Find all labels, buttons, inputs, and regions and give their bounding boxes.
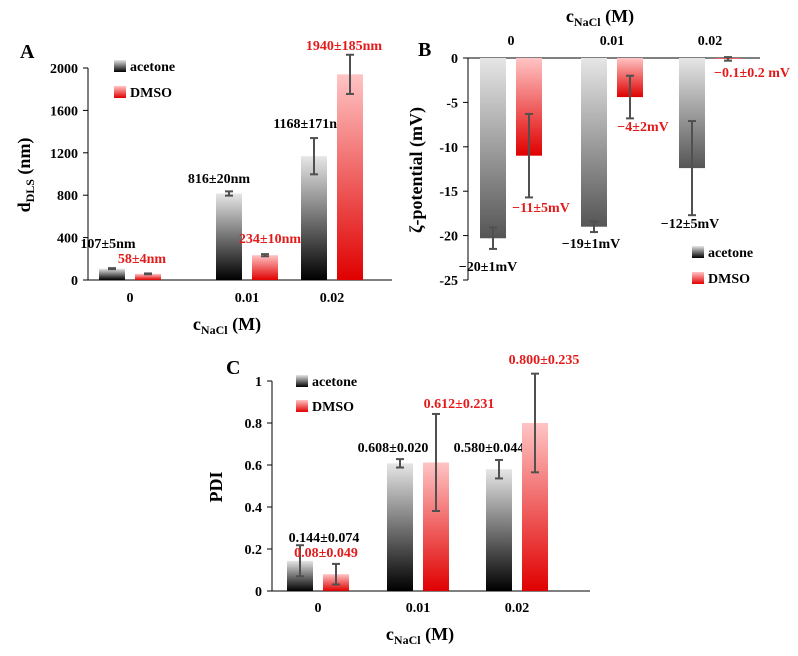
panel-c-x-tick-label: 0.02 xyxy=(505,601,530,616)
panel-a-bar-dmso xyxy=(252,255,278,280)
legend-swatch-acetone xyxy=(114,60,126,72)
panel-a-bar-acetone xyxy=(99,268,125,280)
panel-b-y-tick-label: -25 xyxy=(439,274,458,289)
panel-c-y-tick-label: 0.4 xyxy=(245,501,263,516)
panel-a-y-tick-label: 0 xyxy=(71,274,78,289)
panel-a-xlabel: cNaCl (M) xyxy=(193,314,261,337)
panel-c-y-tick-label: 0.6 xyxy=(245,459,263,474)
chart-marks: 0 400 800 1200 1600 2000 0 0.01 0.02 107±5nm 816±2… xyxy=(50,34,790,616)
panel-a-bar-acetone xyxy=(301,156,327,280)
panel-c-legend: acetone DMSO xyxy=(296,375,357,415)
panel-b-x-tick-label: 0.02 xyxy=(698,34,723,49)
panel-c-data-label-acetone: 0.608±0.020 xyxy=(358,441,429,456)
panel-a-data-label-dmso: 234±10nm xyxy=(239,232,301,247)
panel-a-data-label-acetone: 107±5nm xyxy=(80,237,135,252)
panel-c-y-tick-label: 1 xyxy=(255,375,262,390)
panel-c-letter: C xyxy=(226,357,240,379)
legend-swatch-dmso xyxy=(114,86,126,98)
legend-swatch-dmso xyxy=(296,400,308,412)
panel-b-data-label-dmso: −11±5mV xyxy=(512,201,570,216)
panel-c-bar-acetone xyxy=(486,469,512,591)
legend-label-acetone: acetone xyxy=(708,246,753,261)
panel-c-y-tick-label: 0 xyxy=(255,585,262,600)
panel-a: A dDLS (nm) cNaCl (M) acetone DMSO xyxy=(14,41,261,337)
panel-c-y-tick-label: 0.2 xyxy=(245,543,263,558)
panel-b-x-tick-label: 0 xyxy=(508,34,515,49)
panel-a-data-label-acetone: 816±20nm xyxy=(188,172,250,187)
legend-label-dmso: DMSO xyxy=(708,272,750,287)
panel-c-bar-acetone xyxy=(387,463,413,591)
panel-c-data-label-dmso: 0.08±0.049 xyxy=(294,546,358,561)
panel-b-bar-acetone xyxy=(581,58,607,227)
panel-c: C PDI cNaCl (M) acetone DMSO xyxy=(206,357,454,647)
panel-a-legend: acetone DMSO xyxy=(114,60,175,101)
panel-a-bar-acetone xyxy=(216,193,242,280)
panel-c-data-label-acetone: 0.144±0.074 xyxy=(289,531,360,546)
panel-b: B ζ-potential (mV) cNaCl (M) acetone DMS… xyxy=(406,6,753,287)
panel-a-x-tick-label: 0 xyxy=(127,291,134,306)
panel-c-y-tick-label: 0.8 xyxy=(245,417,263,432)
legend-label-acetone: acetone xyxy=(130,60,175,75)
panel-b-y-tick-label: -10 xyxy=(439,141,458,156)
panel-a-y-tick-label: 800 xyxy=(57,189,78,204)
panel-c-ylabel: PDI xyxy=(206,472,226,503)
legend-swatch-acetone xyxy=(296,375,308,387)
legend-swatch-dmso xyxy=(692,272,704,284)
legend-label-dmso: DMSO xyxy=(312,400,354,415)
panel-b-data-label-acetone: −19±1mV xyxy=(562,237,620,252)
panel-c-x-tick-label: 0 xyxy=(315,601,322,616)
legend-label-acetone: acetone xyxy=(312,375,357,390)
panel-c-data-label-dmso: 0.612±0.231 xyxy=(424,397,495,412)
panel-b-ylabel: ζ-potential (mV) xyxy=(406,107,427,233)
panel-b-data-label-acetone: −20±1mV xyxy=(459,260,517,275)
panel-b-data-label-acetone: −12±5mV xyxy=(661,217,719,232)
panel-a-x-tick-label: 0.01 xyxy=(235,291,260,306)
panel-b-xlabel: cNaCl (M) xyxy=(566,6,634,29)
panel-a-letter: A xyxy=(20,41,35,63)
panel-a-x-tick-label: 0.02 xyxy=(320,291,345,306)
panel-a-y-tick-label: 1200 xyxy=(50,147,78,162)
panel-b-legend: acetone DMSO xyxy=(692,246,753,287)
panel-a-ylabel: dDLS (nm) xyxy=(14,138,37,213)
panel-a-data-label-dmso: 1940±185nm xyxy=(306,39,382,54)
panel-a-y-tick-label: 1600 xyxy=(50,104,78,119)
legend-label-dmso: DMSO xyxy=(130,86,172,101)
legend-swatch-acetone xyxy=(692,246,704,258)
panel-b-y-tick-label: -20 xyxy=(439,230,458,245)
panel-a-data-label-acetone: 1168±171nm xyxy=(273,117,349,132)
panel-a-data-label-dmso: 58±4nm xyxy=(118,252,166,267)
panel-c-xlabel: cNaCl (M) xyxy=(386,624,454,647)
panel-a-y-tick-label: 400 xyxy=(57,232,78,247)
panel-c-x-tick-label: 0.01 xyxy=(406,601,431,616)
panel-b-y-tick-label: 0 xyxy=(451,52,458,67)
panel-b-data-label-dmso: −0.1±0.2 mV xyxy=(714,66,790,81)
panel-b-y-tick-label: -5 xyxy=(446,96,458,111)
panel-a-y-tick-label: 2000 xyxy=(50,62,78,77)
panel-b-data-label-dmso: −4±2mV xyxy=(617,120,668,135)
panel-c-data-label-dmso: 0.800±0.235 xyxy=(509,353,580,368)
panel-b-x-tick-label: 0.01 xyxy=(600,34,625,49)
panel-b-letter: B xyxy=(418,39,431,61)
panel-a-bar-dmso xyxy=(337,74,363,280)
panel-c-data-label-acetone: 0.580±0.044 xyxy=(454,441,525,456)
panel-a-bar-dmso xyxy=(135,273,161,280)
panel-b-bar-acetone xyxy=(480,58,506,239)
panel-b-y-tick-label: -15 xyxy=(439,185,458,200)
